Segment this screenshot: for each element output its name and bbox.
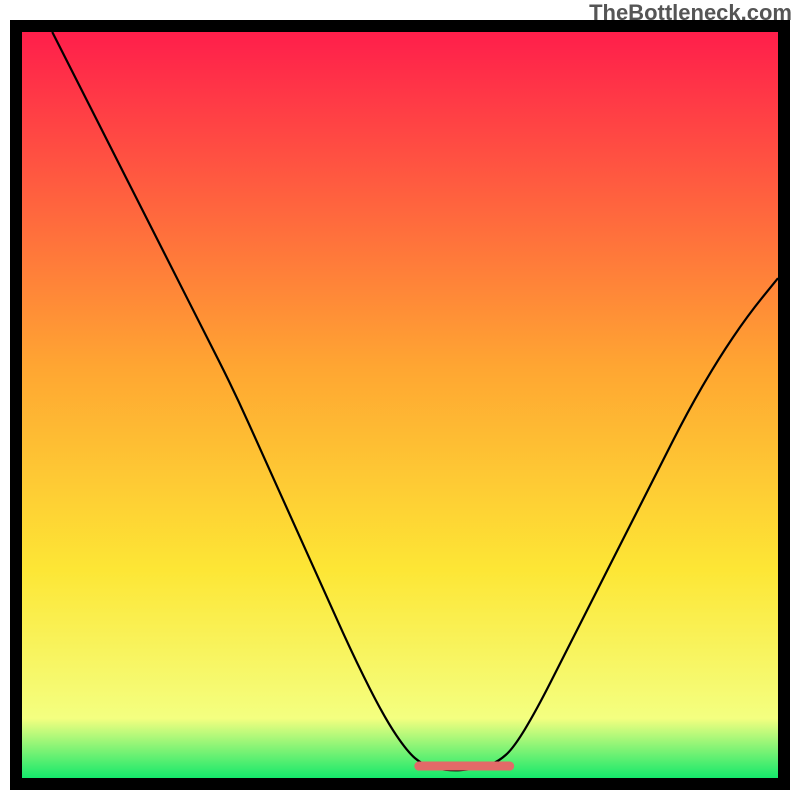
optimal-band-end-right [505,762,514,771]
gradient-background [22,32,778,778]
plot-area [22,32,778,778]
plot-svg [22,32,778,778]
optimal-band-end-left [414,762,423,771]
chart-stage: TheBottleneck.com [0,0,800,800]
